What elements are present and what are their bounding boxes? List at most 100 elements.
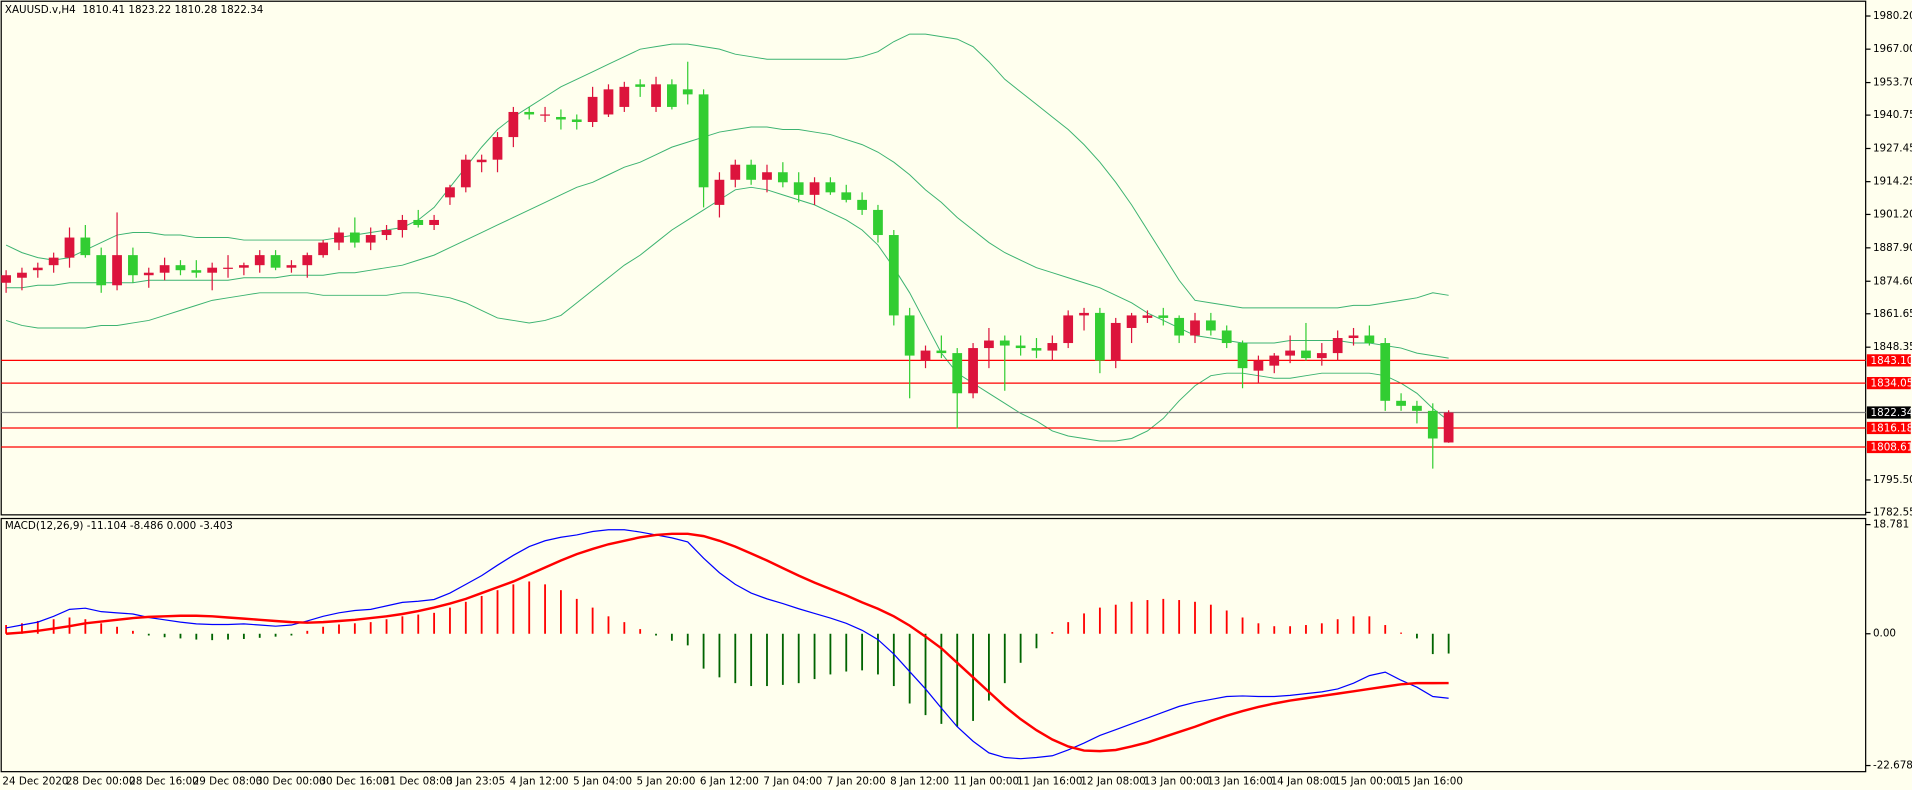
candle-body (984, 340, 994, 349)
candle-body (48, 257, 59, 266)
candle-body (762, 172, 772, 180)
y-tick-label: 1927.45 (1873, 142, 1912, 154)
candle-body (619, 86, 630, 107)
candle-body (587, 96, 598, 123)
macd-line (6, 532, 1449, 753)
x-tick-label: 30 Dec 16:00 (319, 775, 389, 787)
candle-body (651, 84, 661, 107)
price-panel (0, 0, 1867, 516)
candle-body (1158, 315, 1169, 318)
y-tick-label: 1848.35 (1873, 341, 1912, 353)
level-label-box (1866, 406, 1911, 419)
level-label: 1808.61 (1871, 442, 1912, 454)
candle-body (1221, 330, 1232, 344)
candle-body (968, 348, 978, 394)
candle-body (1332, 338, 1343, 354)
macd-line (5, 529, 1449, 760)
macd-title: MACD(12,26,9) -11.104 -8.486 0.000 -3.40… (5, 520, 233, 532)
level-label-box (1866, 440, 1911, 454)
candle-body (1110, 322, 1121, 361)
candle-body (96, 255, 107, 286)
x-tick-label: 4 Jan 12:00 (510, 775, 569, 787)
candle-body (17, 272, 27, 278)
candle-body (999, 340, 1010, 346)
candle-body (318, 242, 329, 256)
candle-body (857, 199, 867, 210)
candle-body (80, 237, 91, 256)
candle-body (682, 89, 693, 95)
candle-body (429, 219, 439, 225)
candle-body (777, 172, 788, 183)
x-tick-label: 7 Jan 20:00 (827, 775, 886, 787)
candle-body (524, 111, 535, 115)
candle-body (112, 255, 122, 286)
x-tick-label: 11 Jan 16:00 (1017, 775, 1082, 787)
y-tick-label: 1940.75 (1873, 109, 1912, 121)
price-title: XAUUSD.v,H4 1810.41 1823.22 1810.28 1822… (5, 4, 264, 16)
candle-body (1396, 400, 1406, 406)
candle-body (1079, 312, 1089, 316)
x-tick-label: 7 Jan 04:00 (763, 775, 822, 787)
candle-body (1015, 345, 1026, 349)
candle-body (698, 94, 709, 188)
candle-body (397, 219, 408, 231)
bollinger-band (5, 186, 1449, 442)
y-tick-label: 1782.55 (1873, 506, 1912, 518)
candle-body (936, 350, 947, 354)
x-tick-label: 12 Jan 08:00 (1080, 775, 1145, 787)
candle-body (334, 232, 344, 243)
candle-body (270, 255, 281, 268)
candle-body (556, 116, 566, 120)
candle-body (746, 164, 757, 180)
candle-body (1427, 410, 1438, 439)
candle-body (904, 315, 915, 356)
x-tick-label: 6 Jan 12:00 (700, 775, 759, 787)
candle-body (286, 265, 297, 268)
y-tick-label: 1901.20 (1873, 208, 1912, 220)
level-label: 1834.05 (1871, 378, 1912, 390)
candle-body (1063, 315, 1074, 344)
x-tick-label: 8 Jan 12:00 (890, 775, 949, 787)
y-tick-label: 1914.25 (1873, 176, 1912, 188)
candle-body (128, 255, 138, 276)
candle-body (445, 187, 455, 198)
candle-body (1237, 343, 1248, 369)
y-tick-label: 18.781 (1873, 519, 1909, 531)
candle-body (1348, 335, 1359, 339)
candle-body (667, 84, 677, 107)
candle-body (888, 235, 899, 316)
candle-body (1, 275, 11, 283)
x-tick-label: 3 Jan 23:05 (446, 775, 505, 787)
candle-body (143, 272, 154, 276)
x-tick-label: 13 Jan 00:00 (1144, 775, 1209, 787)
candle-body (540, 114, 550, 116)
candle-body (793, 182, 804, 195)
candle-body (635, 84, 646, 87)
y-tick-label: 1967.00 (1873, 43, 1912, 55)
candle-body (239, 265, 249, 268)
candle-body (1301, 350, 1311, 359)
candle-body (32, 267, 43, 271)
candle-body (381, 230, 392, 236)
candle-body (1364, 335, 1375, 344)
level-label-box (1866, 376, 1911, 390)
x-tick-label: 5 Jan 20:00 (637, 775, 696, 787)
candle-body (159, 265, 170, 273)
y-tick-label: 1795.50 (1873, 474, 1912, 486)
candle-body (1047, 343, 1058, 351)
candle-body (413, 219, 424, 225)
x-tick-label: 29 Dec 08:00 (193, 775, 263, 787)
candle-body (1380, 343, 1391, 401)
y-tick-label: 0.00 (1873, 628, 1896, 640)
candle-body (64, 237, 75, 258)
candle-body (1269, 355, 1280, 366)
candle-body (1443, 412, 1454, 443)
x-tick-label: 30 Dec 00:00 (256, 775, 326, 787)
bollinger-band (6, 126, 1449, 359)
candle-body (365, 235, 376, 243)
candle-body (1285, 350, 1295, 356)
candle-body (952, 353, 963, 394)
